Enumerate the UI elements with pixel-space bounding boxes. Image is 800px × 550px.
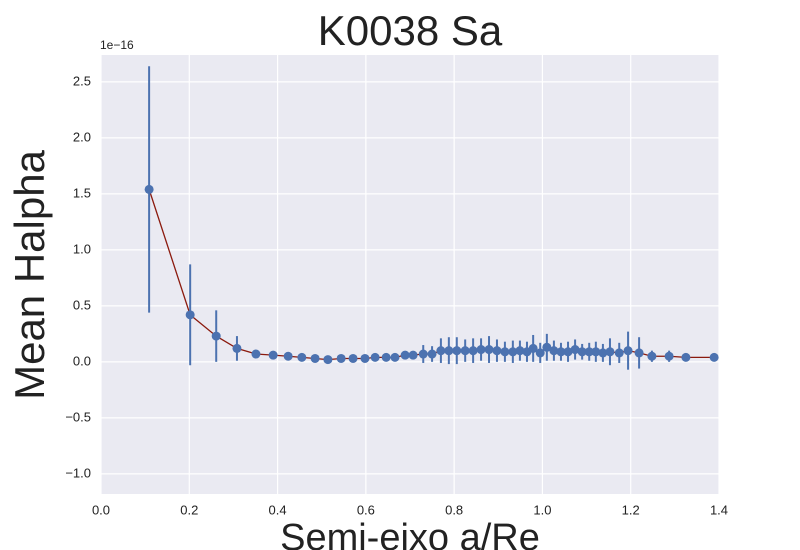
point: [381, 352, 391, 362]
point: [577, 347, 587, 357]
chart-title: K0038 Sa: [318, 7, 503, 54]
point: [549, 346, 559, 356]
point: [360, 353, 370, 363]
point: [408, 350, 418, 360]
point: [268, 350, 278, 360]
point: [476, 345, 486, 355]
point: [647, 351, 657, 361]
point: [542, 342, 552, 352]
point: [444, 346, 454, 356]
point: [232, 343, 242, 353]
x-tick-label: 1.4: [710, 502, 728, 517]
point: [283, 351, 293, 361]
point: [370, 352, 380, 362]
x-tick-label: 1.0: [533, 502, 551, 517]
x-tick-label: 0.0: [92, 502, 110, 517]
point: [570, 345, 580, 355]
y-tick-label: 1.5: [73, 185, 91, 200]
point: [556, 347, 566, 357]
point: [515, 346, 525, 356]
point: [605, 347, 615, 357]
y-offset-label: 1e−16: [100, 38, 134, 52]
y-tick-label: 2.5: [73, 73, 91, 88]
y-tick-label: −0.5: [65, 409, 91, 424]
y-tick-label: −1.0: [65, 465, 91, 480]
point: [584, 347, 594, 357]
point: [144, 184, 154, 194]
point: [400, 350, 410, 360]
point: [436, 346, 446, 356]
y-tick-label: 0.0: [73, 353, 91, 368]
point: [348, 353, 358, 363]
point: [598, 348, 608, 358]
point: [681, 352, 691, 362]
point: [614, 348, 624, 358]
point: [709, 352, 719, 362]
point: [528, 343, 538, 353]
point: [418, 349, 428, 359]
point: [623, 346, 633, 356]
point: [664, 351, 674, 361]
x-tick-label: 0.2: [180, 502, 198, 517]
point: [492, 346, 502, 356]
point: [591, 347, 601, 357]
plot-area: [101, 55, 719, 494]
point: [508, 347, 518, 357]
point: [427, 349, 437, 359]
point: [452, 346, 462, 356]
x-tick-label: 1.2: [622, 502, 640, 517]
point: [251, 349, 261, 359]
y-tick-label: 1.0: [73, 241, 91, 256]
x-tick-label: 0.4: [269, 502, 287, 517]
x-tick-label: 0.6: [357, 502, 375, 517]
point: [310, 353, 320, 363]
point: [211, 331, 221, 341]
x-tick-label: 0.8: [445, 502, 463, 517]
point: [323, 355, 333, 365]
point: [500, 347, 510, 357]
point: [185, 310, 195, 320]
point: [634, 348, 644, 358]
point: [535, 348, 545, 358]
y-tick-label: 2.0: [73, 129, 91, 144]
point: [563, 347, 573, 357]
x-axis-label: Semi-eixo a/Re: [280, 517, 540, 550]
point: [336, 353, 346, 363]
point: [484, 345, 494, 355]
point: [390, 352, 400, 362]
point: [297, 352, 307, 362]
y-axis-label: Mean Halpha: [6, 149, 53, 399]
point: [460, 346, 470, 356]
y-tick-label: 0.5: [73, 297, 91, 312]
point: [468, 346, 478, 356]
